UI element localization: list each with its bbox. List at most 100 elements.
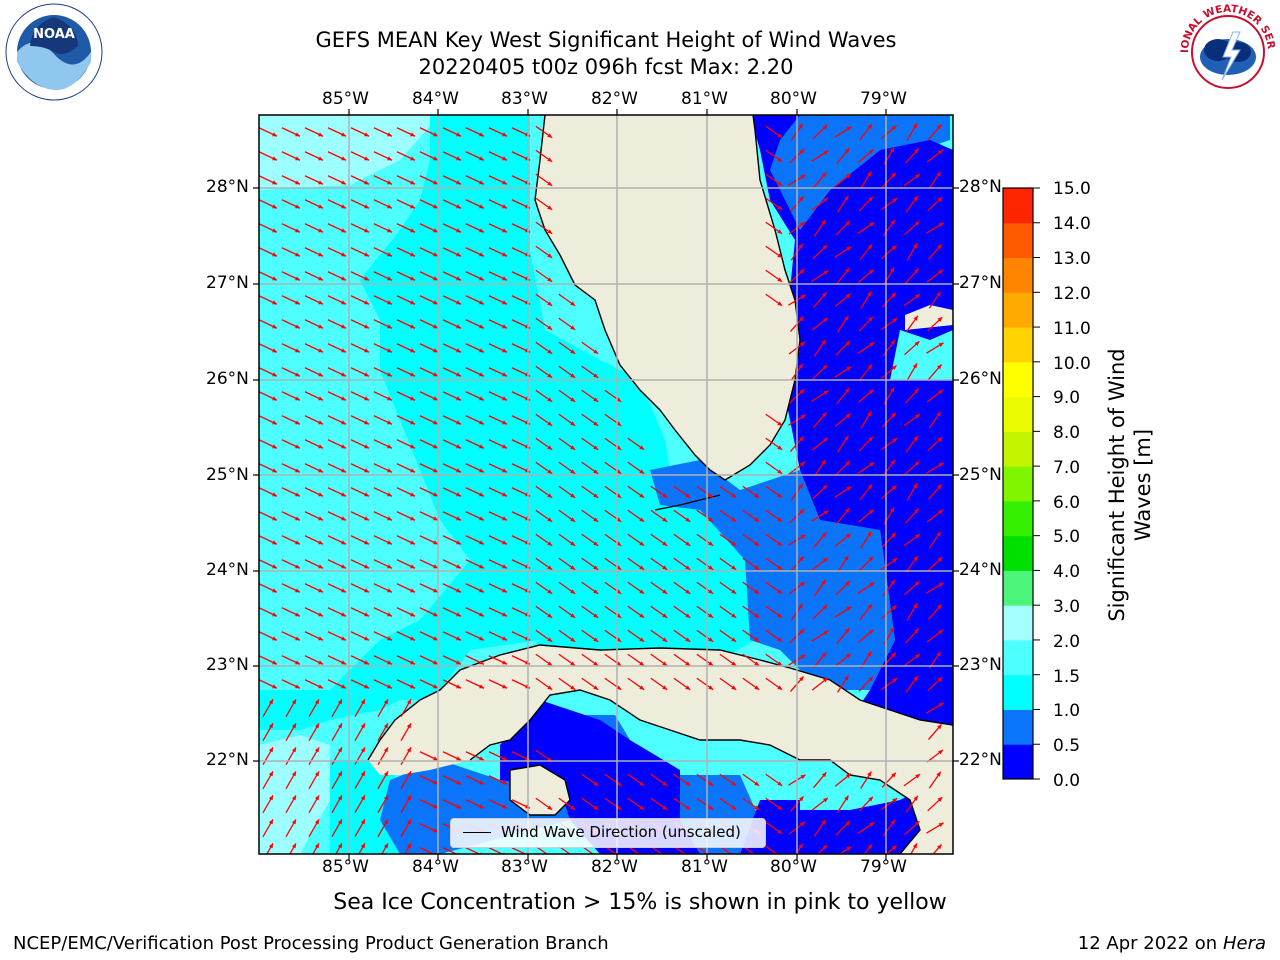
wave-direction-arrowhead xyxy=(708,517,714,522)
wave-direction-arrowhead xyxy=(295,444,301,449)
wave-direction-arrowhead xyxy=(547,181,553,186)
wave-direction-arrowhead xyxy=(662,805,668,810)
wave-direction-arrow xyxy=(465,847,481,854)
wave-direction-arrowhead xyxy=(479,756,485,761)
wave-direction-arrowhead xyxy=(914,508,919,514)
wave-direction-arrowhead xyxy=(822,365,828,370)
wave-direction-arrowhead xyxy=(938,389,943,395)
wave-direction-arrowhead xyxy=(479,564,485,569)
lon-label-bottom-80W: 80°W xyxy=(770,857,817,877)
colorbar-segment xyxy=(1003,639,1033,676)
wave-direction-arrowhead xyxy=(387,348,393,353)
wave-direction-arrowhead xyxy=(502,564,508,569)
wave-direction-arrowhead xyxy=(912,123,917,129)
wave-direction-arrowhead xyxy=(272,204,278,209)
wave-direction-arrowhead xyxy=(570,637,576,642)
wave-direction-arrowhead xyxy=(410,324,416,329)
wave-direction-arrowhead xyxy=(410,156,416,161)
wave-direction-arrowhead xyxy=(777,229,783,234)
wave-direction-arrowhead xyxy=(383,771,388,777)
wave-direction-arrowhead xyxy=(708,661,714,666)
wave-direction-arrowhead xyxy=(341,612,347,617)
wave-direction-arrowhead xyxy=(798,603,803,609)
wave-direction-arrowhead xyxy=(868,316,873,322)
wave-direction-arrowhead xyxy=(502,180,508,185)
wave-direction-arrowhead xyxy=(662,637,668,642)
wave-direction-arrowhead xyxy=(822,485,828,490)
wave-direction-arrowhead xyxy=(892,558,898,563)
wave-direction-arrowhead xyxy=(777,253,783,258)
wave-direction-arrowhead xyxy=(685,589,691,594)
wave-direction-arrowhead xyxy=(502,516,508,521)
lat-label-left-22N: 22°N xyxy=(206,750,249,770)
wave-direction-arrowhead xyxy=(868,509,874,515)
wave-direction-arrowhead xyxy=(662,613,668,618)
wave-direction-arrowhead xyxy=(502,300,508,305)
wave-direction-arrowhead xyxy=(731,613,737,618)
wave-direction-arrowhead xyxy=(754,805,760,810)
colorbar-title-line1: Significant Height of Wind xyxy=(1105,348,1129,622)
wave-direction-arrowhead xyxy=(360,699,365,705)
wave-direction-arrowhead xyxy=(890,460,896,465)
wave-direction-arrow xyxy=(558,845,571,854)
wave-direction-arrowhead xyxy=(800,581,805,587)
wave-direction-arrowhead xyxy=(800,221,805,227)
wave-direction-arrowhead xyxy=(777,805,783,810)
wave-direction-arrowhead xyxy=(433,804,439,809)
footer-date-text: 12 Apr 2022 on xyxy=(1077,933,1218,954)
lat-label-right-28N: 28°N xyxy=(959,177,1002,197)
footer-host: Hera xyxy=(1222,933,1266,954)
wave-direction-arrowhead xyxy=(456,684,462,689)
wave-direction-arrowhead xyxy=(433,636,439,641)
wave-direction-arrowhead xyxy=(433,420,439,425)
wave-direction-arrowhead xyxy=(433,156,439,161)
wave-direction-arrowhead xyxy=(868,389,874,395)
lon-label-top-81W: 81°W xyxy=(681,89,728,109)
wave-direction-arrowhead xyxy=(410,492,416,497)
wave-direction-arrowhead xyxy=(754,781,760,786)
wave-direction-arrowhead xyxy=(502,660,508,665)
wave-direction-arrowhead xyxy=(891,365,897,371)
wave-direction-arrowhead xyxy=(936,364,942,370)
wave-direction-arrowhead xyxy=(479,516,485,521)
wave-direction-arrowhead xyxy=(410,372,416,377)
wave-direction-arrowhead xyxy=(822,245,828,250)
wave-direction-arrowhead xyxy=(433,588,439,593)
wave-direction-arrowhead xyxy=(844,148,850,154)
wave-band-2.0-3.0 xyxy=(259,115,440,854)
lat-label-right-27N: 27°N xyxy=(959,273,1002,293)
wave-band-1.0-1.5 xyxy=(259,115,755,730)
wave-direction-arrowhead xyxy=(914,581,920,586)
wave-direction-arrowhead xyxy=(639,613,645,618)
wave-direction-arrowhead xyxy=(456,444,462,449)
colorbar-segment xyxy=(1003,361,1033,398)
wave-direction-arrowhead xyxy=(639,637,645,642)
wave-direction-arrowhead xyxy=(777,157,783,162)
wave-direction-arrowhead xyxy=(318,396,324,401)
wave-direction-arrowhead xyxy=(268,747,273,753)
wave-direction-arrowhead xyxy=(364,324,370,329)
wave-direction-arrow xyxy=(650,845,663,854)
wave-direction-arrowhead xyxy=(846,246,852,251)
lon-label-bottom-81W: 81°W xyxy=(681,857,728,877)
wave-direction-arrowhead xyxy=(387,468,393,473)
wave-direction-arrowhead xyxy=(406,771,411,777)
wave-direction-arrowhead xyxy=(913,315,918,321)
wave-direction-arrowhead xyxy=(291,747,296,753)
wave-direction-arrowhead xyxy=(844,315,849,321)
wave-direction-arrowhead xyxy=(892,198,898,203)
wave-direction-arrowhead xyxy=(821,412,827,418)
wave-direction-arrowhead xyxy=(341,396,347,401)
wave-direction-arrowhead xyxy=(821,819,826,825)
wave-direction-arrowhead xyxy=(341,660,347,665)
wave-direction-arrowhead xyxy=(337,723,342,729)
wave-direction-arrowhead xyxy=(433,540,439,545)
wave-direction-arrowhead xyxy=(777,469,783,474)
wave-direction-arrowhead xyxy=(410,564,416,569)
wave-direction-arrowhead xyxy=(295,372,301,377)
wave-direction-arrowhead xyxy=(456,324,462,329)
wave-direction-arrowhead xyxy=(731,493,737,498)
wave-direction-arrowhead xyxy=(845,533,851,539)
wave-direction-arrowhead xyxy=(867,484,873,490)
wave-direction-arrowhead xyxy=(798,243,803,249)
